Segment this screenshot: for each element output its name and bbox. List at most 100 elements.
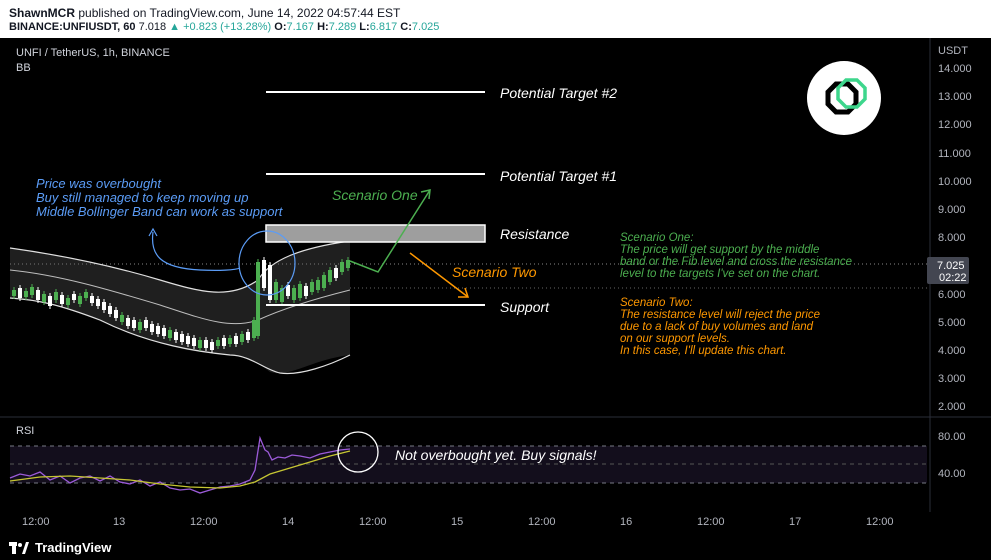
candle-body xyxy=(346,260,350,268)
candle-body xyxy=(286,285,290,296)
candle-body xyxy=(60,295,64,304)
rsi-line[interactable] xyxy=(9,435,351,494)
candle-body xyxy=(268,265,272,300)
tradingview-logo-icon xyxy=(9,541,29,554)
price-axis[interactable]: USDT 14.000 13.000 12.000 11.000 10.000 … xyxy=(927,45,972,413)
overbought-arrowhead xyxy=(148,227,158,237)
scenario-one-arrow[interactable] xyxy=(349,189,431,273)
price-tick: 5.000 xyxy=(938,317,966,329)
candle-body xyxy=(102,302,106,310)
candle-body xyxy=(198,340,202,348)
scenario-one-label: Scenario One xyxy=(332,187,418,203)
target-2-label: Potential Target #2 xyxy=(500,85,617,101)
publication-line: ShawnMCR published on TradingView.com, J… xyxy=(9,6,400,20)
candle-body xyxy=(192,338,196,346)
candle-body xyxy=(298,284,302,298)
tradingview-brand[interactable]: TradingView xyxy=(9,540,111,555)
candle-body xyxy=(186,336,190,344)
candle-body xyxy=(234,336,238,344)
high-label: H: xyxy=(317,21,329,33)
currency-label: USDT xyxy=(938,45,968,57)
scenario-two-description: Scenario Two: The resistance level will … xyxy=(620,297,823,357)
publication-header: ShawnMCR published on TradingView.com, J… xyxy=(0,0,991,38)
candle-body xyxy=(114,310,118,318)
candle-body xyxy=(204,340,208,348)
candle-body xyxy=(108,306,112,314)
candle-body xyxy=(150,324,154,332)
candle-body xyxy=(90,296,94,303)
chart-canvas[interactable]: UNFI / TetherUS, 1h, BINANCE BB RSI USDT… xyxy=(0,38,991,560)
price-tick: 13.000 xyxy=(938,91,972,103)
bollinger-lower-band xyxy=(9,297,351,375)
candle-body xyxy=(12,290,16,296)
time-tick: 12:00 xyxy=(528,516,556,528)
price-tick: 10.000 xyxy=(938,176,972,188)
candle-body xyxy=(322,275,326,288)
scenario-two-label: Scenario Two xyxy=(452,264,537,280)
close-value: 7.025 xyxy=(411,21,440,33)
open-label: O: xyxy=(274,21,287,33)
candle-body xyxy=(252,320,256,338)
close-label: C: xyxy=(400,21,412,33)
candle-body xyxy=(162,328,166,336)
candle-body xyxy=(42,294,46,302)
overbought-curve xyxy=(151,231,241,271)
bb-indicator-legend[interactable]: BB xyxy=(16,62,31,74)
candle-body xyxy=(180,334,184,342)
ohlc-line: BINANCE:UNFIUSDT, 60 7.018 ▲ +0.823 (+13… xyxy=(9,21,439,33)
time-tick: 12:00 xyxy=(866,516,894,528)
candle-body xyxy=(156,326,160,334)
candle-body xyxy=(304,286,308,296)
time-tick: 12:00 xyxy=(190,516,218,528)
symbol-label: BINANCE:UNFIUSDT, 60 xyxy=(9,21,136,33)
price-tick: 8.000 xyxy=(938,232,966,244)
candle-body xyxy=(210,342,214,350)
published-date: published on TradingView.com, June 14, 2… xyxy=(78,6,401,20)
chart-title-legend[interactable]: UNFI / TetherUS, 1h, BINANCE xyxy=(16,47,170,59)
rsi-moving-average xyxy=(9,450,351,489)
candle-body xyxy=(138,322,142,330)
candle-body xyxy=(216,340,220,346)
price-tick: 12.000 xyxy=(938,119,972,131)
candle-body xyxy=(132,320,136,328)
overbought-circle[interactable] xyxy=(238,230,296,296)
candle-body xyxy=(256,262,260,336)
unfi-logo xyxy=(807,61,881,135)
resistance-zone[interactable] xyxy=(265,224,486,243)
open-value: 7.167 xyxy=(286,21,315,33)
price-tick: 6.000 xyxy=(938,289,966,301)
time-axis[interactable]: 12:00 13 12:00 14 12:00 15 12:00 16 12:0… xyxy=(22,516,894,528)
scenario-two-arrow[interactable] xyxy=(409,252,469,298)
time-tick: 16 xyxy=(620,516,632,528)
rsi-note: Not overbought yet. Buy signals! xyxy=(395,447,597,463)
time-tick: 17 xyxy=(789,516,801,528)
time-tick: 12:00 xyxy=(697,516,725,528)
time-tick: 15 xyxy=(451,516,463,528)
candle-body xyxy=(96,299,100,306)
candle-body xyxy=(66,298,70,305)
candle-body xyxy=(120,315,124,322)
resistance-label: Resistance xyxy=(500,226,569,242)
time-tick: 12:00 xyxy=(22,516,50,528)
candle-body xyxy=(262,260,266,288)
rsi-highlight-circle[interactable] xyxy=(337,431,379,473)
candle-body xyxy=(18,288,22,298)
time-tick: 13 xyxy=(113,516,125,528)
price-tick: 9.000 xyxy=(938,204,966,216)
low-value: 6.817 xyxy=(369,21,398,33)
author-name[interactable]: ShawnMCR xyxy=(9,6,75,20)
footer-bar xyxy=(0,536,991,560)
rsi-indicator-legend[interactable]: RSI xyxy=(16,425,34,437)
candle-body xyxy=(30,287,34,295)
price-tick: 4.000 xyxy=(938,345,966,357)
scenario-one-description: Scenario One: The price will get support… xyxy=(620,232,855,280)
bar-countdown: 02:22 xyxy=(939,272,967,284)
candle-body xyxy=(168,330,172,338)
candle-body xyxy=(54,292,58,300)
price-candles[interactable] xyxy=(12,257,350,353)
price-change: ▲ +0.823 (+13.28%) xyxy=(169,21,272,33)
candle-body xyxy=(240,334,244,342)
candle-body xyxy=(228,338,232,344)
time-tick: 12:00 xyxy=(359,516,387,528)
scenario-two-arrowhead xyxy=(458,287,470,298)
